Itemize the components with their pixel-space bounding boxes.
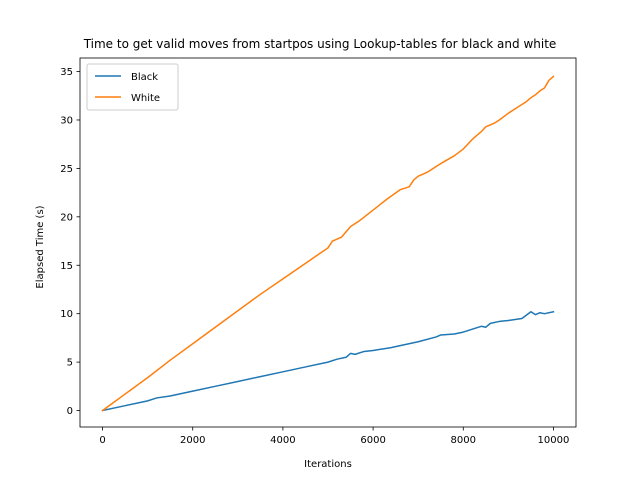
- series-line-black: [101, 310, 555, 412]
- y-tick-label: 30: [60, 115, 73, 126]
- x-tick-label: 10000: [538, 435, 570, 446]
- y-tick-label: 35: [60, 67, 73, 78]
- legend-label-white: White: [131, 93, 160, 104]
- chart-title: Time to get valid moves from startpos us…: [83, 37, 557, 51]
- x-tick-label: 2000: [180, 435, 205, 446]
- axes-frame: [79, 57, 577, 428]
- y-tick-label: 0: [67, 406, 73, 417]
- x-tick-label: 0: [99, 435, 105, 446]
- plot-area: 0 2000 4000 6000 8000 10000 0 5 10 15 20 25 30 35: [60, 57, 577, 446]
- y-axis-title: Elapsed Time (s): [35, 205, 46, 288]
- x-tick-label: 8000: [451, 435, 476, 446]
- legend-label-black: Black: [131, 72, 158, 83]
- y-tick-label: 10: [60, 309, 73, 320]
- y-tick-label: 15: [60, 261, 73, 272]
- legend: Black White: [86, 63, 179, 111]
- x-axis-title: Iterations: [304, 459, 352, 470]
- series-line-white: [101, 75, 555, 412]
- y-tick-label: 5: [67, 358, 73, 369]
- y-tick-label: 25: [60, 164, 73, 175]
- x-tick-label: 4000: [270, 435, 295, 446]
- x-tick-label: 6000: [360, 435, 385, 446]
- y-tick-label: 20: [60, 212, 73, 223]
